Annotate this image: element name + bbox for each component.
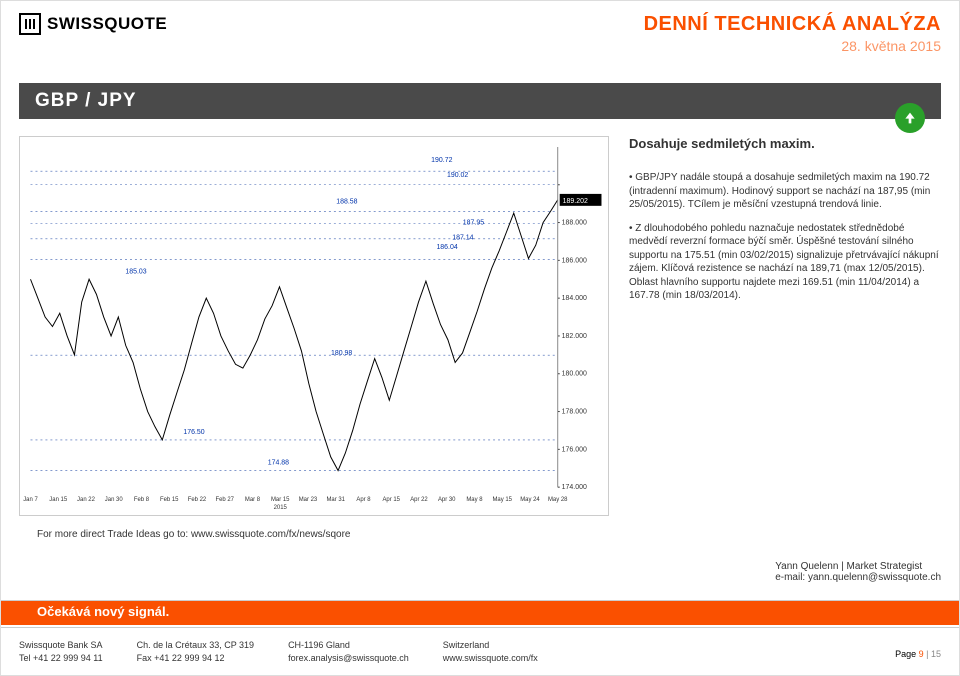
svg-text:May 8: May 8 [466,497,483,503]
header: SWISSQUOTE DENNÍ TECHNICKÁ ANALÝZA 28. k… [19,13,941,54]
svg-text:Feb 27: Feb 27 [215,497,234,503]
brand-logo: SWISSQUOTE [19,13,167,35]
footer: Swissquote Bank SA Tel +41 22 999 94 11 … [1,627,959,675]
trend-up-icon [895,103,925,133]
footer-c2a: Ch. de la Crétaux 33, CP 319 [137,639,254,652]
chart-caption: Dosahuje sedmiletých maxim. [629,136,815,151]
svg-text:May 24: May 24 [520,497,540,503]
svg-text:Apr 8: Apr 8 [356,497,371,503]
footer-c4a: Switzerland [443,639,538,652]
svg-text:Jan 15: Jan 15 [49,497,68,503]
svg-text:Mar 15: Mar 15 [271,497,290,503]
svg-text:Apr 30: Apr 30 [438,497,456,503]
svg-text:186.04: 186.04 [436,244,457,251]
svg-text:174.000: 174.000 [562,484,587,491]
more-ideas-link[interactable]: For more direct Trade Ideas go to: www.s… [37,529,350,540]
brand-name: SWISSQUOTE [47,14,167,34]
strategist-email: e-mail: yann.quelenn@swissquote.ch [775,572,941,583]
svg-text:178.000: 178.000 [562,409,587,416]
svg-text:Feb 22: Feb 22 [188,497,207,503]
pair-symbol: GBP / JPY [35,90,137,112]
footer-c1b: Tel +41 22 999 94 11 [19,652,103,665]
logo-icon [19,13,41,35]
svg-text:186.000: 186.000 [562,257,587,264]
svg-text:188.58: 188.58 [336,199,357,206]
svg-text:189.202: 189.202 [563,198,588,205]
bullet-1: • GBP/JPY nadále stoupá a dosahuje sedmi… [629,171,939,212]
svg-text:Jan 7: Jan 7 [23,497,38,503]
svg-text:180.98: 180.98 [331,350,352,357]
bullet-2: • Z dlouhodobého pohledu naznačuje nedos… [629,222,939,303]
chart-svg: 190.72 190.02 188.58 187.95 187.14 186.04 180.… [20,137,608,515]
svg-text:Jan 30: Jan 30 [105,497,124,503]
svg-text:174.88: 174.88 [268,459,289,466]
analysis-text: • GBP/JPY nadále stoupá a dosahuje sedmi… [629,171,939,313]
svg-text:Mar 23: Mar 23 [299,497,318,503]
svg-text:190.02: 190.02 [447,172,468,179]
page-current: 9 [919,649,924,659]
svg-text:176.50: 176.50 [183,429,204,436]
footer-col-4: Switzerland www.swissquote.com/fx [443,639,538,664]
footer-col-2: Ch. de la Crétaux 33, CP 319 Fax +41 22 … [137,639,254,664]
footer-c4b: www.swissquote.com/fx [443,652,538,665]
svg-text:2015: 2015 [274,505,288,511]
svg-text:Apr 15: Apr 15 [382,497,400,503]
page-label: Page [895,649,916,659]
footer-c2b: Fax +41 22 999 94 12 [137,652,254,665]
footer-c1a: Swissquote Bank SA [19,639,103,652]
footer-col-1: Swissquote Bank SA Tel +41 22 999 94 11 [19,639,103,664]
svg-text:185.03: 185.03 [125,269,146,276]
header-right: DENNÍ TECHNICKÁ ANALÝZA 28. května 2015 [644,13,941,54]
strategist-name: Yann Quelenn | Market Strategist [775,561,941,572]
signal-text: Očekává nový signál. [37,604,169,619]
svg-text:Feb 15: Feb 15 [160,497,179,503]
price-chart: 190.72 190.02 188.58 187.95 187.14 186.04 180.… [19,136,609,516]
report-date: 28. května 2015 [644,38,941,54]
footer-c3b: forex.analysis@swissquote.ch [288,652,409,665]
svg-text:May 15: May 15 [492,497,512,503]
page-total: 15 [931,649,941,659]
footer-c3a: CH-1196 Gland [288,639,409,652]
svg-text:Mar 31: Mar 31 [326,497,345,503]
footer-col-3: CH-1196 Gland forex.analysis@swissquote.… [288,639,409,664]
svg-text:Mar 8: Mar 8 [245,497,261,503]
svg-text:Feb 8: Feb 8 [134,497,150,503]
svg-text:187.14: 187.14 [452,235,473,242]
svg-text:182.000: 182.000 [562,333,587,340]
page-number: Page 9 | 15 [895,649,941,659]
report-title: DENNÍ TECHNICKÁ ANALÝZA [644,13,941,36]
svg-text:180.000: 180.000 [562,371,587,378]
svg-text:Jan 22: Jan 22 [77,497,96,503]
svg-text:Apr 22: Apr 22 [410,497,428,503]
svg-text:176.000: 176.000 [562,446,587,453]
page-root: SWISSQUOTE DENNÍ TECHNICKÁ ANALÝZA 28. k… [0,0,960,676]
svg-text:187.95: 187.95 [463,219,484,226]
svg-text:188.000: 188.000 [562,220,587,227]
svg-text:May 28: May 28 [548,497,568,503]
svg-text:190.72: 190.72 [431,157,452,164]
svg-text:184.000: 184.000 [562,295,587,302]
strategist-info: Yann Quelenn | Market Strategist e-mail:… [775,561,941,583]
pair-bar: GBP / JPY [19,83,941,119]
